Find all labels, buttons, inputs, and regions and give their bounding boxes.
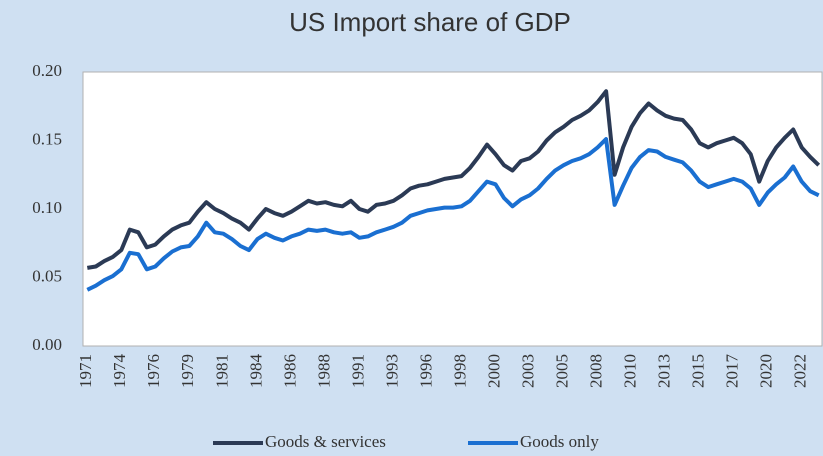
x-tick-label: 2003 [518,354,537,388]
x-tick-label: 1996 [416,354,435,388]
line-series [86,137,820,292]
x-tick-label: 1988 [314,354,333,388]
y-tick-label: 0.05 [32,266,62,285]
x-tick-label: 2013 [655,354,674,388]
x-tick-label: 2015 [689,354,708,388]
legend-label: Goods only [520,432,599,451]
x-tick-label: 2008 [587,354,606,388]
x-tick-label: 2010 [621,354,640,388]
legend-label: Goods & services [265,432,386,451]
x-tick-label: 2022 [791,354,810,388]
x-tick-label: 1998 [450,354,469,388]
x-tick-label: 1984 [246,354,265,389]
y-tick-label: 0.20 [32,61,62,80]
y-tick-label: 0.00 [32,335,62,354]
x-tick-label: 1979 [178,354,197,388]
x-tick-label: 2020 [757,354,776,388]
x-tick-label: 2017 [723,354,742,389]
x-tick-label: 1981 [212,354,231,388]
x-tick-label: 1971 [76,354,95,388]
x-tick-label: 1986 [280,354,299,388]
line-series [86,89,821,270]
x-tick-label: 2005 [552,354,571,388]
chart-title: US Import share of GDP [289,7,571,37]
y-tick-label: 0.15 [32,129,62,148]
x-tick-label: 1976 [144,354,163,388]
y-tick-label: 0.10 [32,198,62,217]
x-tick-label: 1993 [382,354,401,388]
x-tick-label: 1974 [110,354,129,389]
x-tick-label: 2000 [484,354,503,388]
x-tick-label: 1991 [348,354,367,388]
